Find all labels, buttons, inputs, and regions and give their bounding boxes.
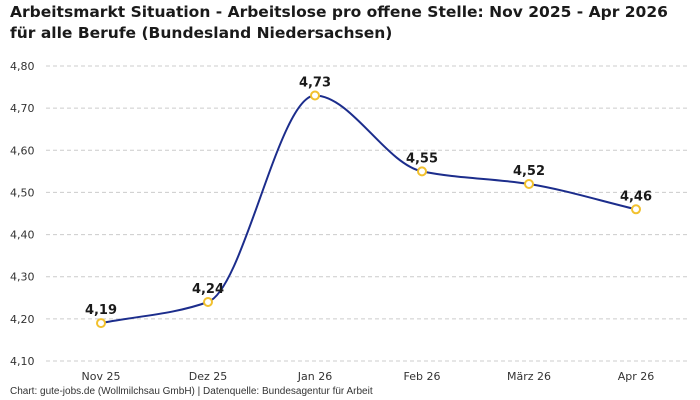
y-tick-label: 4,60 — [10, 144, 35, 157]
data-point — [310, 90, 320, 101]
data-label: 4,55 — [406, 151, 438, 166]
chart-title: Arbeitsmarkt Situation - Arbeitslose pro… — [10, 3, 668, 42]
data-label: 4,52 — [513, 164, 545, 179]
grid-layer — [46, 65, 690, 362]
x-tick-label: Jan 26 — [297, 370, 332, 383]
x-tick-label: Feb 26 — [404, 370, 441, 383]
data-labels: 4,19 4,24 4,73 4,55 4,52 4,46 — [85, 76, 652, 319]
x-tick-label: Nov 25 — [82, 370, 121, 383]
y-tick-label: 4,10 — [10, 355, 35, 368]
x-tick-label: März 26 — [507, 370, 551, 383]
x-tick-label: Apr 26 — [618, 370, 655, 383]
source-note: Chart: gute-jobs.de (Wollmilchsau GmbH) … — [10, 386, 373, 397]
data-label: 4,46 — [620, 189, 652, 204]
x-tick-label: Dez 25 — [189, 370, 228, 383]
series-line — [100, 94, 637, 325]
data-label: 4,24 — [192, 282, 224, 297]
y-tick-label: 4,70 — [10, 102, 35, 115]
data-label: 4,19 — [85, 303, 117, 318]
x-axis-ticks: Nov 25 Dez 25 Jan 26 Feb 26 März 26 Apr 26 — [82, 370, 655, 383]
y-tick-label: 4,20 — [10, 313, 35, 326]
data-label: 4,73 — [299, 76, 331, 91]
data-point — [417, 166, 427, 177]
data-point — [96, 318, 106, 329]
data-point — [524, 179, 534, 189]
y-tick-label: 4,40 — [10, 229, 35, 242]
data-point — [203, 297, 213, 307]
y-tick-label: 4,30 — [10, 271, 35, 284]
data-markers — [96, 90, 641, 329]
y-axis-ticks: 4,10 4,20 4,30 4,40 4,50 4,60 4,70 4,80 — [10, 60, 35, 368]
y-tick-label: 4,50 — [10, 186, 35, 199]
data-point — [631, 204, 641, 215]
y-tick-label: 4,80 — [10, 60, 35, 73]
